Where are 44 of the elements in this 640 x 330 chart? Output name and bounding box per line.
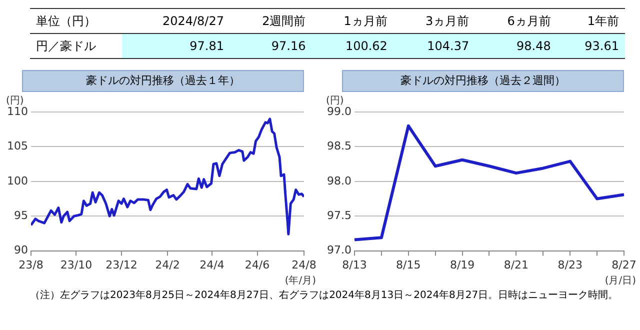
x-tick-label: 24/8 xyxy=(292,258,316,272)
x-tick-label: 24/6 xyxy=(244,258,270,272)
category-label: 6ヵ月前 xyxy=(475,8,557,34)
y-tick-label: 99.0 xyxy=(326,104,352,118)
data-label: 97.16 xyxy=(230,34,312,58)
x-axis-title: (年/月) xyxy=(284,274,316,287)
data-label: 97.81 xyxy=(122,34,230,58)
category-label: 2週間前 xyxy=(230,8,312,34)
y-tick-label: 110 xyxy=(6,104,28,118)
y-tick-label: 98.0 xyxy=(326,174,352,188)
data-label: 98.48 xyxy=(475,34,557,58)
category-label: 1ヵ月前 xyxy=(312,8,394,34)
text: 円／豪ドル xyxy=(30,34,122,58)
data-label: 104.37 xyxy=(393,34,476,58)
y-tick-label: 97.0 xyxy=(326,244,352,257)
chart-title: 豪ドルの対円推移（過去１年） xyxy=(22,70,304,92)
x-tick-label: 8/21 xyxy=(504,258,529,272)
y-axis-title: (円) xyxy=(326,96,344,107)
category-label: 3ヵ月前 xyxy=(393,8,476,34)
x-tick-label: 8/15 xyxy=(396,258,421,272)
y-tick-label: 105 xyxy=(6,140,28,153)
text: （注）左グラフは2023年8月25日～2024年8月27日、右グラフは2024年8月13日～2024年8月27日。日時はニューヨーク時間。 xyxy=(30,288,620,302)
y-tick-label: 97.5 xyxy=(326,208,352,222)
x-tick-label: 8/23 xyxy=(558,258,582,272)
x-tick-label: 8/13 xyxy=(342,258,367,272)
x-tick-label: 23/8 xyxy=(18,258,44,272)
x-tick-label: 23/12 xyxy=(106,258,138,272)
x-tick-label: 24/4 xyxy=(200,258,224,272)
data-label: 93.61 xyxy=(556,34,625,58)
data-label: 100.62 xyxy=(312,34,394,58)
category-label: 2024/8/27 xyxy=(122,8,230,34)
x-axis-title: (月/日) xyxy=(604,276,636,287)
x-tick-label: 24/2 xyxy=(155,258,180,272)
x-tick-label: 8/27 xyxy=(612,258,636,272)
category-label: 1年前 xyxy=(556,8,625,34)
y-tick-label: 98.5 xyxy=(326,140,352,153)
y-tick-label: 95 xyxy=(14,208,28,222)
y-tick-label: 100 xyxy=(6,174,28,188)
chart-title: 豪ドルの対円推移（過去２週間） xyxy=(342,70,624,92)
text: 単位（円） xyxy=(30,8,122,34)
x-tick-label: 23/10 xyxy=(60,258,92,272)
x-tick-label: 8/19 xyxy=(450,258,475,272)
y-axis-title: (円) xyxy=(6,96,24,107)
y-tick-label: 90 xyxy=(14,244,28,257)
